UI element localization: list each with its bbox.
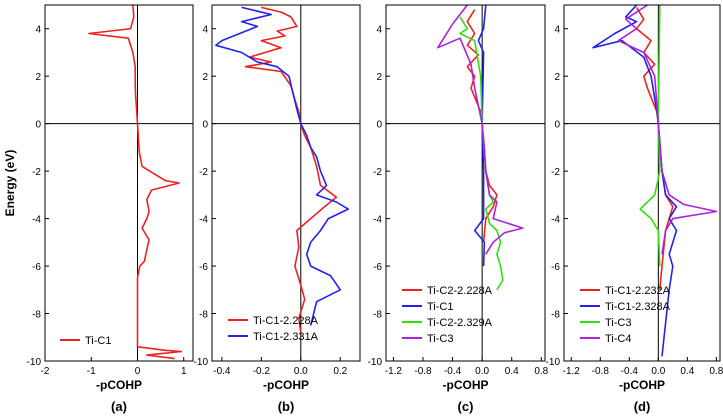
y-tick-label: 2 xyxy=(376,72,382,83)
y-tick-label: -6 xyxy=(199,262,208,273)
y-tick-label: -6 xyxy=(551,262,560,273)
panel-label: (c) xyxy=(458,399,474,414)
series-line-0 xyxy=(466,9,498,243)
plot-frame xyxy=(44,4,194,362)
y-tick-label: -8 xyxy=(373,310,382,321)
x-tick-label: -0.4 xyxy=(213,366,231,377)
x-tick-label: -1 xyxy=(87,366,96,377)
legend-label: Ti-C1-2.328A xyxy=(605,301,671,313)
y-axis-title: Energy (eV) xyxy=(3,150,17,217)
y-tick-label: -2 xyxy=(199,167,208,178)
y-tick-label: -10 xyxy=(194,357,209,368)
y-tick-label: -2 xyxy=(551,167,560,178)
x-tick-label: -1.2 xyxy=(563,366,581,377)
y-tick-label: 4 xyxy=(35,25,41,36)
x-tick-label: -0.8 xyxy=(414,366,432,377)
legend-label: Ti-C1-2.331A xyxy=(253,331,319,343)
legend-label: Ti-C1 xyxy=(427,301,453,313)
plot-frame xyxy=(563,4,721,362)
y-tick-label: 2 xyxy=(35,72,41,83)
legend-label: Ti-C3 xyxy=(427,333,453,345)
y-tick-label: 0 xyxy=(554,120,560,131)
x-tick-label: 0.0 xyxy=(475,366,489,377)
y-tick-label: -10 xyxy=(368,357,383,368)
legend-label: Ti-C1 xyxy=(85,335,111,347)
x-tick-label: -0.4 xyxy=(444,366,462,377)
y-tick-label: -2 xyxy=(32,167,41,178)
x-tick-label: 0.0 xyxy=(294,366,308,377)
y-tick-label: -10 xyxy=(27,357,42,368)
y-tick-label: 4 xyxy=(376,25,382,36)
series-line-3 xyxy=(617,4,718,255)
panel-label: (d) xyxy=(634,399,651,414)
y-tick-label: 2 xyxy=(202,72,208,83)
y-tick-label: -8 xyxy=(551,310,560,321)
x-axis-title: -pCOHP xyxy=(96,378,142,392)
y-tick-label: -4 xyxy=(373,215,382,226)
x-axis-title: -pCOHP xyxy=(263,378,309,392)
legend-label: Ti-C2-2.329A xyxy=(427,317,493,329)
series-line-1 xyxy=(215,6,349,326)
legend-label: Ti-C1-2.228A xyxy=(253,315,319,327)
series-line-2 xyxy=(639,4,661,267)
chart-panel-2: -1.2 -0.8 -0.4 0.0 0.4 0.8 -10 -8 -6 -4 -2 0 2 4 -pCOH… xyxy=(368,4,549,414)
y-tick-label: -10 xyxy=(546,357,561,368)
legend-label: Ti-C3 xyxy=(605,317,631,329)
series-line-3 xyxy=(437,4,524,255)
y-tick-label: -4 xyxy=(199,215,208,226)
x-tick-label: 0 xyxy=(135,366,141,377)
y-tick-label: 2 xyxy=(554,72,560,83)
legend-label: Ti-C2-2.228A xyxy=(427,285,493,297)
x-tick-label: -2 xyxy=(41,366,50,377)
y-tick-label: -8 xyxy=(199,310,208,321)
y-tick-label: -8 xyxy=(32,310,41,321)
plot-frame xyxy=(385,4,546,362)
panel-label: (b) xyxy=(278,399,295,414)
y-tick-label: 0 xyxy=(35,120,41,131)
y-tick-label: -6 xyxy=(373,262,382,273)
x-tick-label: 0.8 xyxy=(709,366,723,377)
y-tick-label: -2 xyxy=(373,167,382,178)
y-tick-label: 0 xyxy=(202,120,208,131)
x-tick-label: 0.8 xyxy=(534,366,548,377)
y-tick-label: 4 xyxy=(554,25,560,36)
series-line-1 xyxy=(473,4,487,267)
x-tick-label: -0.8 xyxy=(592,366,610,377)
x-axis-title: -pCOHP xyxy=(443,378,489,392)
plot-frame xyxy=(211,4,361,362)
series-line-0 xyxy=(635,6,674,290)
panel-label: (a) xyxy=(111,399,127,414)
series-line-0 xyxy=(244,6,338,333)
y-tick-label: -4 xyxy=(551,215,560,226)
chart-panel-3: -1.2 -0.8 -0.4 0.0 0.4 0.8 -10 -8 -6 -4 -2 0 2 4 -pCOH… xyxy=(546,4,723,414)
x-tick-label: 1 xyxy=(181,366,187,377)
y-tick-label: -6 xyxy=(32,262,41,273)
x-tick-label: -0.4 xyxy=(621,366,639,377)
series-line-0 xyxy=(88,4,183,360)
x-tick-label: 0.4 xyxy=(505,366,519,377)
x-tick-label: 0.4 xyxy=(680,366,694,377)
chart-panel-1: -0.4 -0.2 0.0 0.2 -10 -8 -6 -4 -2 0 2 4 -pCOHP (b) Ti-… xyxy=(194,4,361,414)
x-tick-label: -0.2 xyxy=(253,366,271,377)
x-tick-label: 0.2 xyxy=(333,366,347,377)
x-tick-label: -1.2 xyxy=(385,366,403,377)
series-line-2 xyxy=(459,16,504,291)
x-tick-label: 0.0 xyxy=(651,366,665,377)
legend-label: Ti-C1-2.232A xyxy=(605,285,671,297)
y-tick-label: 4 xyxy=(202,25,208,36)
x-axis-title: -pCOHP xyxy=(619,378,665,392)
y-tick-label: 0 xyxy=(376,120,382,131)
legend-label: Ti-C4 xyxy=(605,333,631,345)
y-tick-label: -4 xyxy=(32,215,41,226)
